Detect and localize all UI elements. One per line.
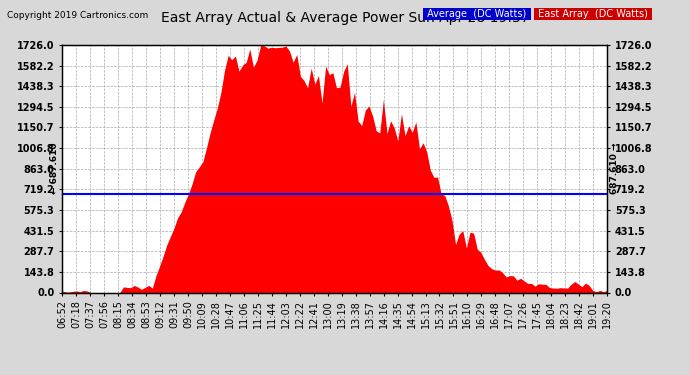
Text: East Array Actual & Average Power Sun Apr 28 19:37: East Array Actual & Average Power Sun Ap… [161,11,529,25]
Text: Average  (DC Watts): Average (DC Watts) [424,9,530,20]
Text: East Array  (DC Watts): East Array (DC Watts) [535,9,651,20]
Text: ← 687.610: ← 687.610 [50,142,59,194]
Text: Copyright 2019 Cartronics.com: Copyright 2019 Cartronics.com [7,11,148,20]
Text: 687.610 →: 687.610 → [610,142,619,194]
